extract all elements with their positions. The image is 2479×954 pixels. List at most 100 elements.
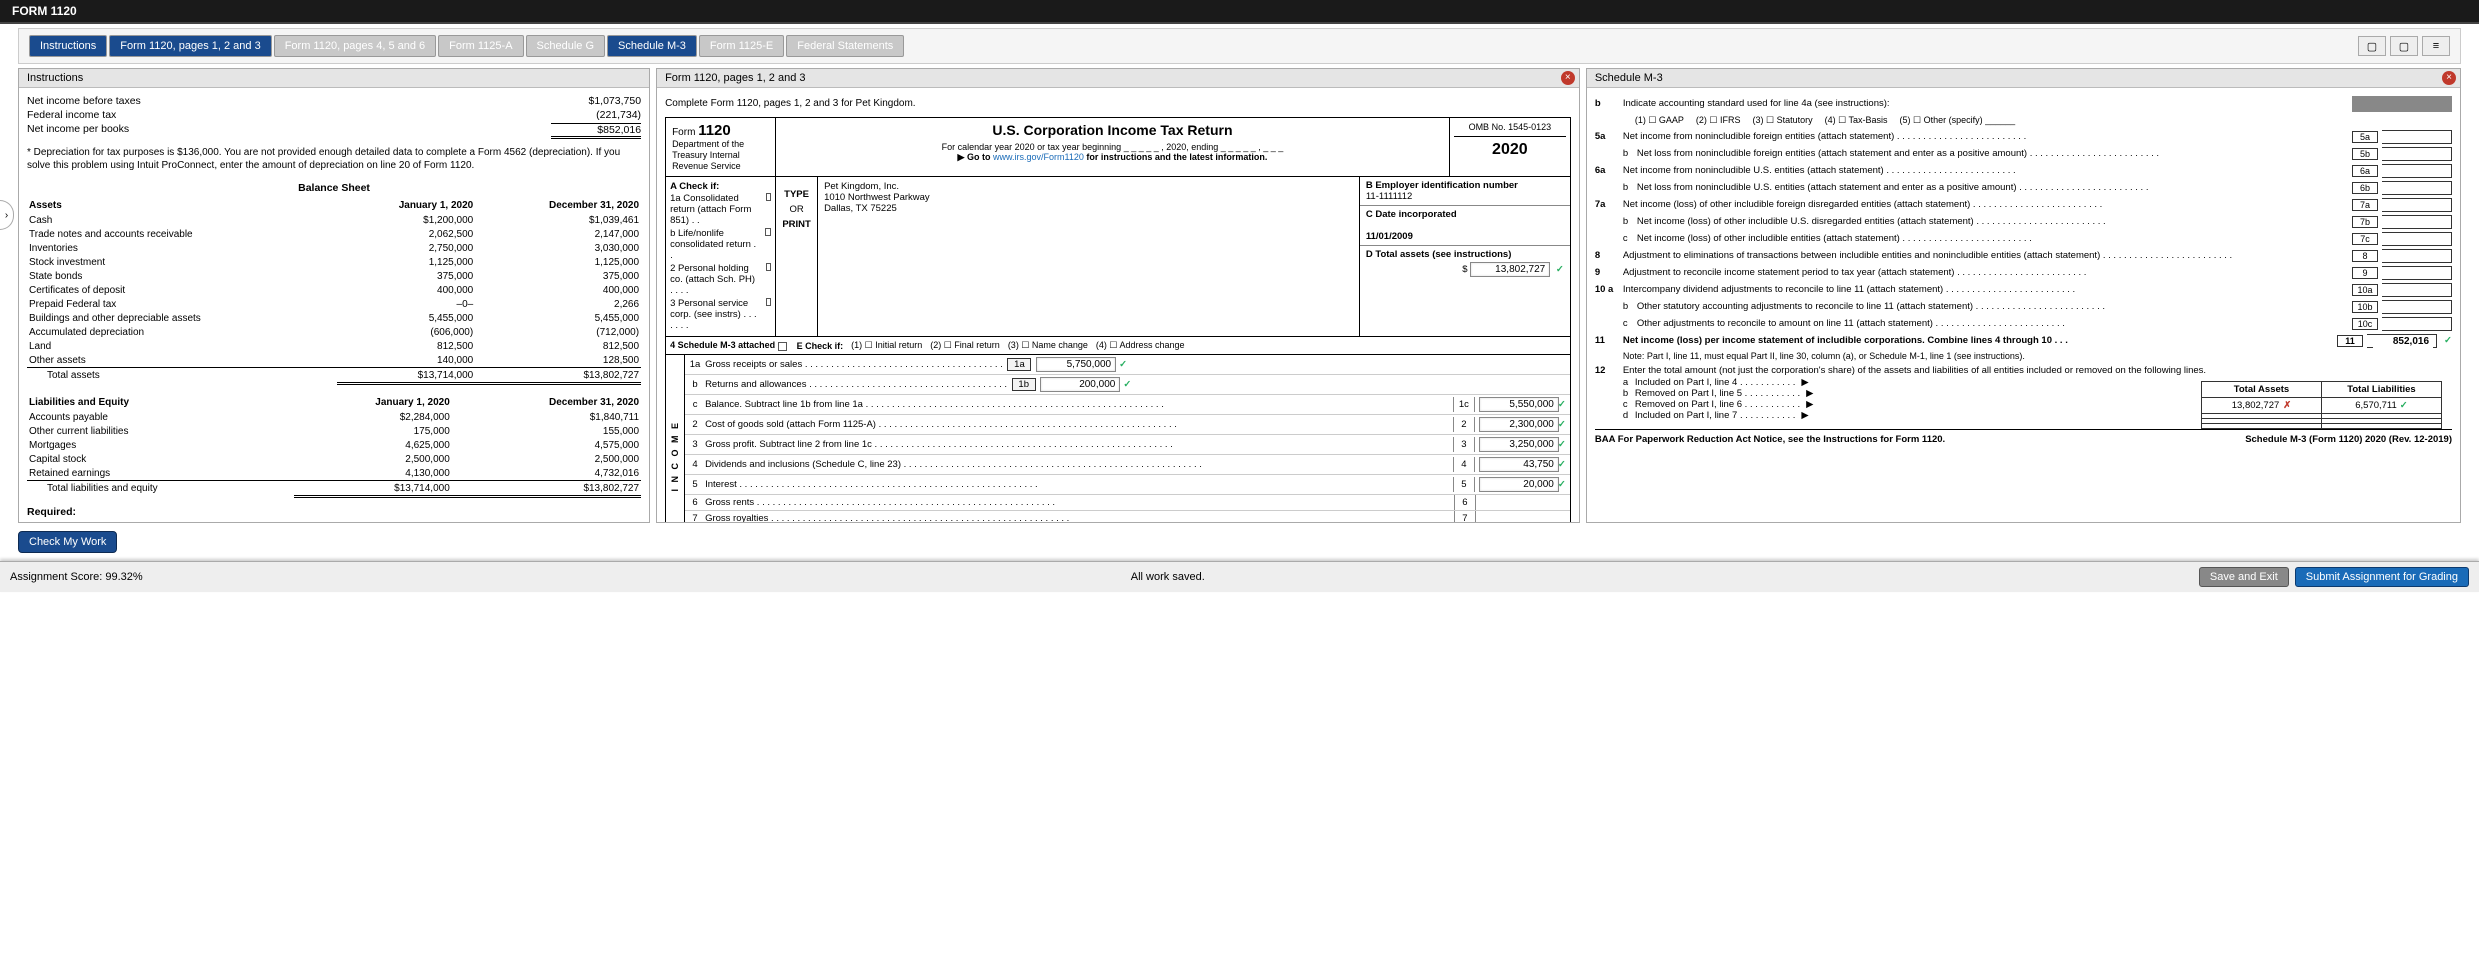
info-box: A Check if: 1a Consolidated return (atta… (665, 177, 1571, 337)
form-title: U.S. Corporation Income Tax Return (780, 122, 1445, 138)
score-label: Assignment Score: 99.32% (10, 571, 143, 583)
m3-line: cNet income (loss) of other includible e… (1595, 230, 2452, 247)
col-dec: December 31, 2020 (475, 198, 641, 213)
tab-form-1125-e[interactable]: Form 1125-E (699, 35, 784, 57)
tab-form-1120-pages-4-5-and-6[interactable]: Form 1120, pages 4, 5 and 6 (274, 35, 436, 57)
income-line: 3Gross profit. Subtract line 2 from line… (685, 435, 1570, 455)
form1120-instruction: Complete Form 1120, pages 1, 2 and 3 for… (665, 98, 1571, 109)
form1120-pane: Form 1120, pages 1, 2 and 3 × Complete F… (656, 68, 1580, 523)
m3-subline: bRemoved on Part I, line 5 . . . . . . .… (1595, 388, 2161, 399)
tab-form-1120-pages-1-2-and-3[interactable]: Form 1120, pages 1, 2 and 3 (109, 35, 271, 57)
schedule-rev: Schedule M-3 (Form 1120) 2020 (Rev. 12-2… (2245, 434, 2452, 445)
m3-line: bNet loss from nonincludible foreign ent… (1595, 145, 2452, 162)
checkbox[interactable] (766, 298, 771, 306)
income-line: 4Dividends and inclusions (Schedule C, l… (685, 455, 1570, 475)
layout-icon-2[interactable]: ▢ (2390, 36, 2418, 56)
table-row: Trade notes and accounts receivable2,062… (27, 227, 641, 241)
checkbox[interactable] (766, 263, 771, 271)
baa-footer: BAA For Paperwork Reduction Act Notice, … (1595, 434, 2245, 445)
line-input[interactable]: 5,750,000 (1036, 357, 1116, 372)
table-row: Land812,500812,500 (27, 339, 641, 353)
table-row: Other assets140,000128,500 (27, 353, 641, 368)
checkbox[interactable] (766, 193, 771, 201)
close-icon[interactable]: × (1561, 71, 1575, 85)
close-icon[interactable]: × (2442, 71, 2456, 85)
line-input[interactable]: 200,000 (1040, 377, 1120, 392)
ein-value: 11-1111112 (1366, 191, 1412, 202)
col-jan: January 1, 2020 (337, 198, 475, 213)
layout-icon-1[interactable]: ▢ (2358, 36, 2386, 56)
line-input[interactable]: 43,750 (1479, 457, 1559, 472)
m3-assets-liab-table: Total Assets Total Liabilities 13,802,72… (2201, 381, 2442, 429)
check-icon: ✓ (1556, 264, 1564, 275)
tab-schedule-m-3[interactable]: Schedule M-3 (607, 35, 697, 57)
m3-line: 7aNet income (loss) of other includible … (1595, 196, 2452, 213)
saved-label: All work saved. (143, 571, 2193, 583)
schedule-m3-header: Schedule M-3 × (1587, 69, 2460, 88)
income-line: cBalance. Subtract line 1b from line 1a … (685, 395, 1570, 415)
submit-button[interactable]: Submit Assignment for Grading (2295, 567, 2469, 587)
instructions-header: Instructions (19, 69, 649, 88)
schedule-m3-pane: Schedule M-3 × b Indicate accounting sta… (1586, 68, 2461, 523)
tab-form-1125-a[interactable]: Form 1125-A (438, 35, 523, 57)
schedule-bar: 4 Schedule M-3 attached E Check if: (1) … (665, 337, 1571, 355)
m3-line: cOther adjustments to reconcile to amoun… (1595, 315, 2452, 332)
status-bar: Assignment Score: 99.32% All work saved.… (0, 561, 2479, 592)
table-row: Accumulated depreciation(606,000)(712,00… (27, 325, 641, 339)
table-row: State bonds375,000375,000 (27, 269, 641, 283)
total-assets-input[interactable]: 13,802,727 (1470, 262, 1550, 277)
tab-instructions[interactable]: Instructions (29, 35, 107, 57)
tab-federal-statements[interactable]: Federal Statements (786, 35, 904, 57)
m3-line: 8Adjustment to eliminations of transacti… (1595, 247, 2452, 264)
line11-input[interactable]: 852,016 (2373, 335, 2433, 348)
note-11: Note: Part I, line 11, must equal Part I… (1595, 349, 2452, 363)
assets-header: Assets (27, 198, 337, 213)
m3-subline: cRemoved on Part I, line 6 . . . . . . .… (1595, 399, 2161, 410)
company-name: Pet Kingdom, Inc. (824, 181, 1353, 192)
line-input[interactable]: 5,550,000 (1479, 397, 1559, 412)
m3-line: 10 aIntercompany dividend adjustments to… (1595, 281, 2452, 298)
m3-checkbox[interactable] (778, 342, 787, 351)
table-row: Other current liabilities175,000155,000 (27, 424, 641, 438)
app-title: FORM 1120 (0, 0, 2479, 24)
table-row: Cash$1,200,000$1,039,461 (27, 213, 641, 227)
line-input[interactable]: 2,300,000 (1479, 417, 1559, 432)
table-row: Retained earnings4,130,0004,732,016 (27, 466, 641, 481)
income-line: 5Interest . . . . . . . . . . . . . . . … (685, 475, 1570, 495)
table-row: Buildings and other depreciable assets5,… (27, 311, 641, 325)
m3-line: 9Adjustment to reconcile income statemen… (1595, 264, 2452, 281)
table-row: Accounts payable$2,284,000$1,840,711 (27, 410, 641, 424)
form-header: Form 1120 Department of the Treasury Int… (665, 117, 1571, 177)
form1120-header: Form 1120, pages 1, 2 and 3 × (657, 69, 1579, 88)
menu-icon[interactable]: ≡ (2422, 36, 2450, 56)
income-line: bReturns and allowances . . . . . . . . … (685, 375, 1570, 395)
income-line: 7Gross royalties . . . . . . . . . . . .… (685, 511, 1570, 522)
depreciation-footnote: * Depreciation for tax purposes is $136,… (27, 146, 641, 172)
irs-link[interactable]: www.irs.gov/Form1120 (993, 152, 1084, 162)
liab-header: Liabilities and Equity (27, 395, 294, 410)
check-my-work-button[interactable]: Check My Work (18, 531, 117, 553)
m3-line: 5aNet income from nonincludible foreign … (1595, 128, 2452, 145)
check-icon: ✓ (2444, 335, 2452, 346)
checkbox[interactable] (765, 228, 771, 236)
date-inc: 11/01/2009 (1366, 231, 1413, 242)
tab-schedule-g[interactable]: Schedule G (526, 35, 605, 57)
balance-sheet-title: Balance Sheet (27, 182, 641, 194)
m3-line: bNet loss from nonincludible U.S. entiti… (1595, 179, 2452, 196)
m3-line: bOther statutory accounting adjustments … (1595, 298, 2452, 315)
line-input[interactable]: 20,000 (1479, 477, 1559, 492)
instructions-pane: Instructions Net income before taxes$1,0… (18, 68, 650, 523)
income-line: 6Gross rents . . . . . . . . . . . . . .… (685, 495, 1570, 511)
balance-sheet-table: Assets January 1, 2020 December 31, 2020… (27, 198, 641, 385)
save-exit-button[interactable]: Save and Exit (2199, 567, 2289, 587)
required-label: Required: (27, 506, 641, 518)
tabs-bar: InstructionsForm 1120, pages 1, 2 and 3F… (18, 28, 2461, 64)
m3-line: bNet income (loss) of other includible U… (1595, 213, 2452, 230)
table-row: Inventories2,750,0003,030,000 (27, 241, 641, 255)
income-line: 2Cost of goods sold (attach Form 1125-A)… (685, 415, 1570, 435)
m3-subline: aIncluded on Part I, line 4 . . . . . . … (1595, 377, 2161, 388)
table-row: Stock investment1,125,0001,125,000 (27, 255, 641, 269)
table-row: Prepaid Federal tax–0–2,266 (27, 297, 641, 311)
line-input[interactable]: 3,250,000 (1479, 437, 1559, 452)
income-line: 1aGross receipts or sales . . . . . . . … (685, 355, 1570, 375)
